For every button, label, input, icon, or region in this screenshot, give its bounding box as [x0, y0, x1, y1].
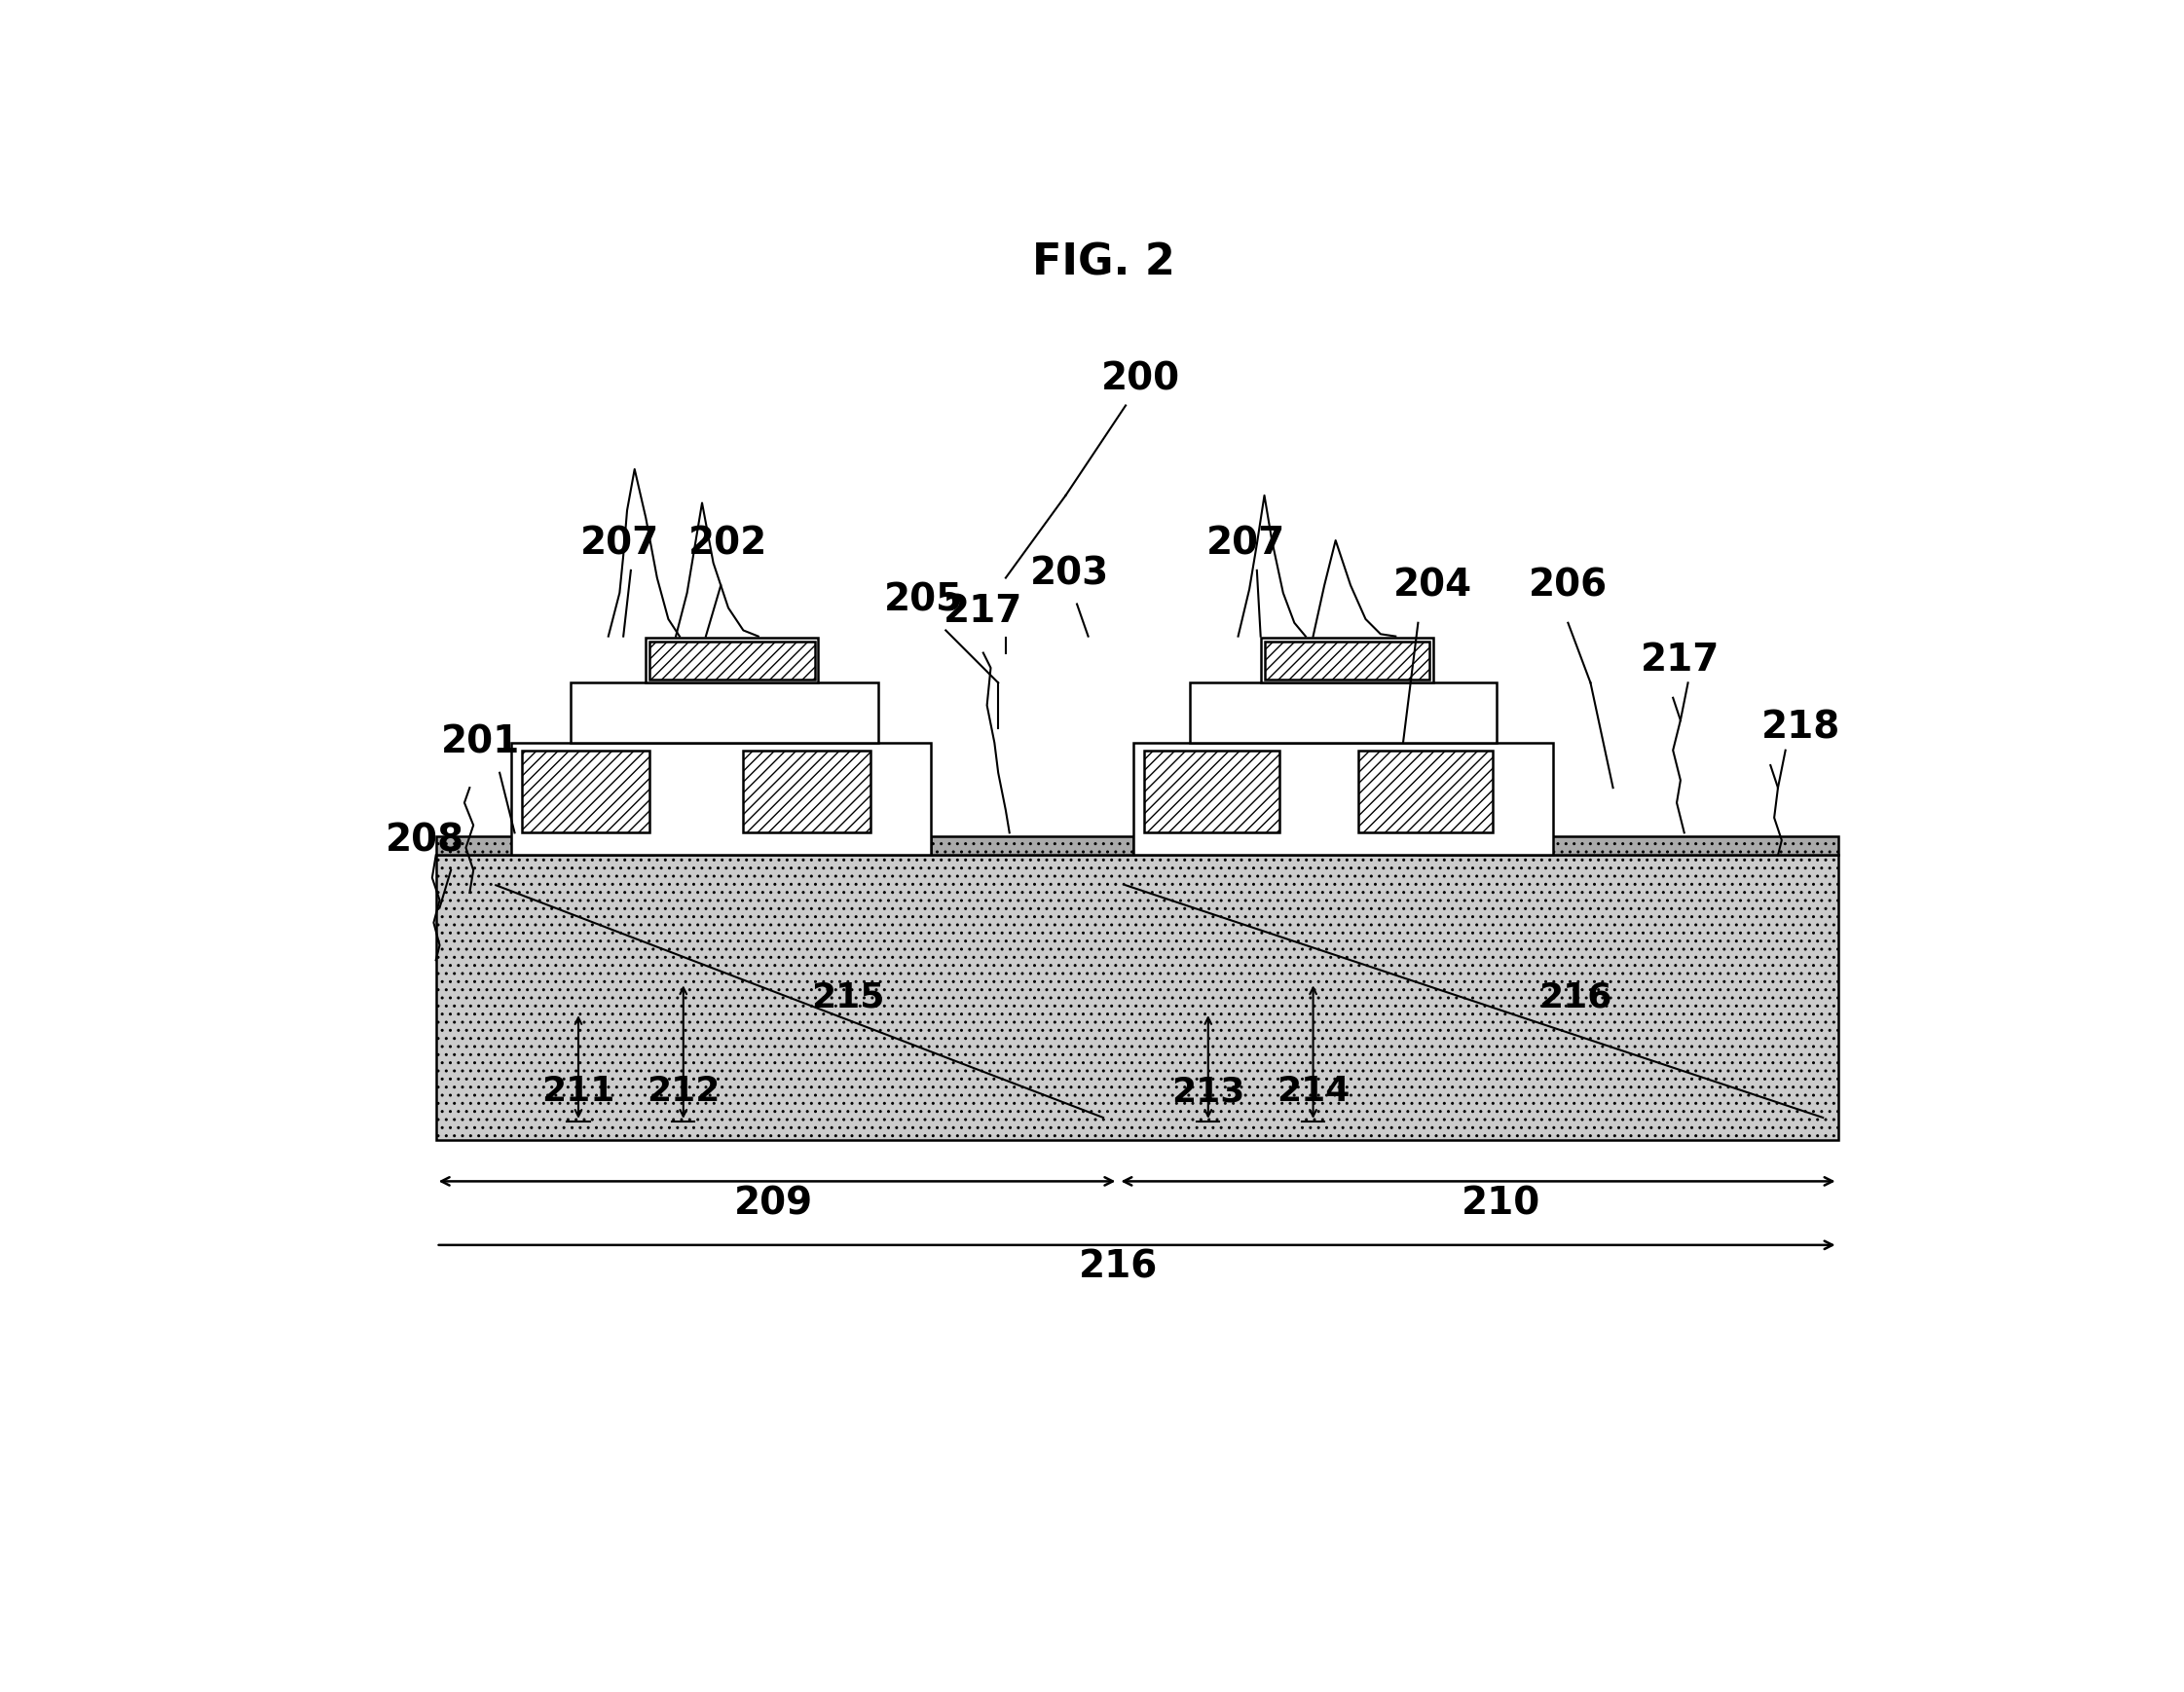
Text: 211: 211 [542, 1074, 616, 1108]
Bar [437, 854, 1839, 1140]
Text: 213: 213 [1171, 1074, 1245, 1108]
Text: 207: 207 [581, 526, 660, 563]
Text: 212: 212 [646, 1074, 721, 1108]
Text: 216: 216 [1079, 1249, 1158, 1286]
Text: 204: 204 [1393, 567, 1472, 604]
Bar [1190, 684, 1496, 743]
Text: 210: 210 [1461, 1186, 1540, 1222]
Text: 209: 209 [734, 1186, 812, 1222]
Bar [1358, 750, 1494, 832]
Bar [511, 743, 930, 854]
Text: 206: 206 [1529, 567, 1607, 604]
Text: 200: 200 [1101, 360, 1179, 398]
Bar [570, 684, 878, 743]
Bar [1133, 743, 1553, 854]
Bar [743, 750, 871, 832]
Text: 205: 205 [885, 582, 963, 619]
Text: 207: 207 [1206, 526, 1284, 563]
Text: 214: 214 [1275, 1074, 1350, 1108]
Bar [1144, 750, 1280, 832]
Text: 208: 208 [384, 822, 465, 860]
Text: 216: 216 [1540, 981, 1612, 1014]
Text: 202: 202 [688, 526, 769, 563]
Bar [522, 750, 649, 832]
Text: 218: 218 [1760, 709, 1839, 746]
Bar [930, 836, 1133, 854]
Bar [1417, 836, 1839, 854]
Text: 201: 201 [441, 724, 520, 761]
Text: 203: 203 [1031, 555, 1109, 592]
Bar [649, 641, 815, 678]
Text: FIG. 2: FIG. 2 [1031, 242, 1175, 284]
Text: 215: 215 [812, 981, 885, 1014]
Text: 217: 217 [943, 594, 1022, 629]
Bar [1265, 641, 1428, 678]
Bar [1260, 638, 1433, 684]
Bar [646, 638, 819, 684]
Bar [437, 836, 653, 854]
Text: 217: 217 [1640, 641, 1721, 678]
